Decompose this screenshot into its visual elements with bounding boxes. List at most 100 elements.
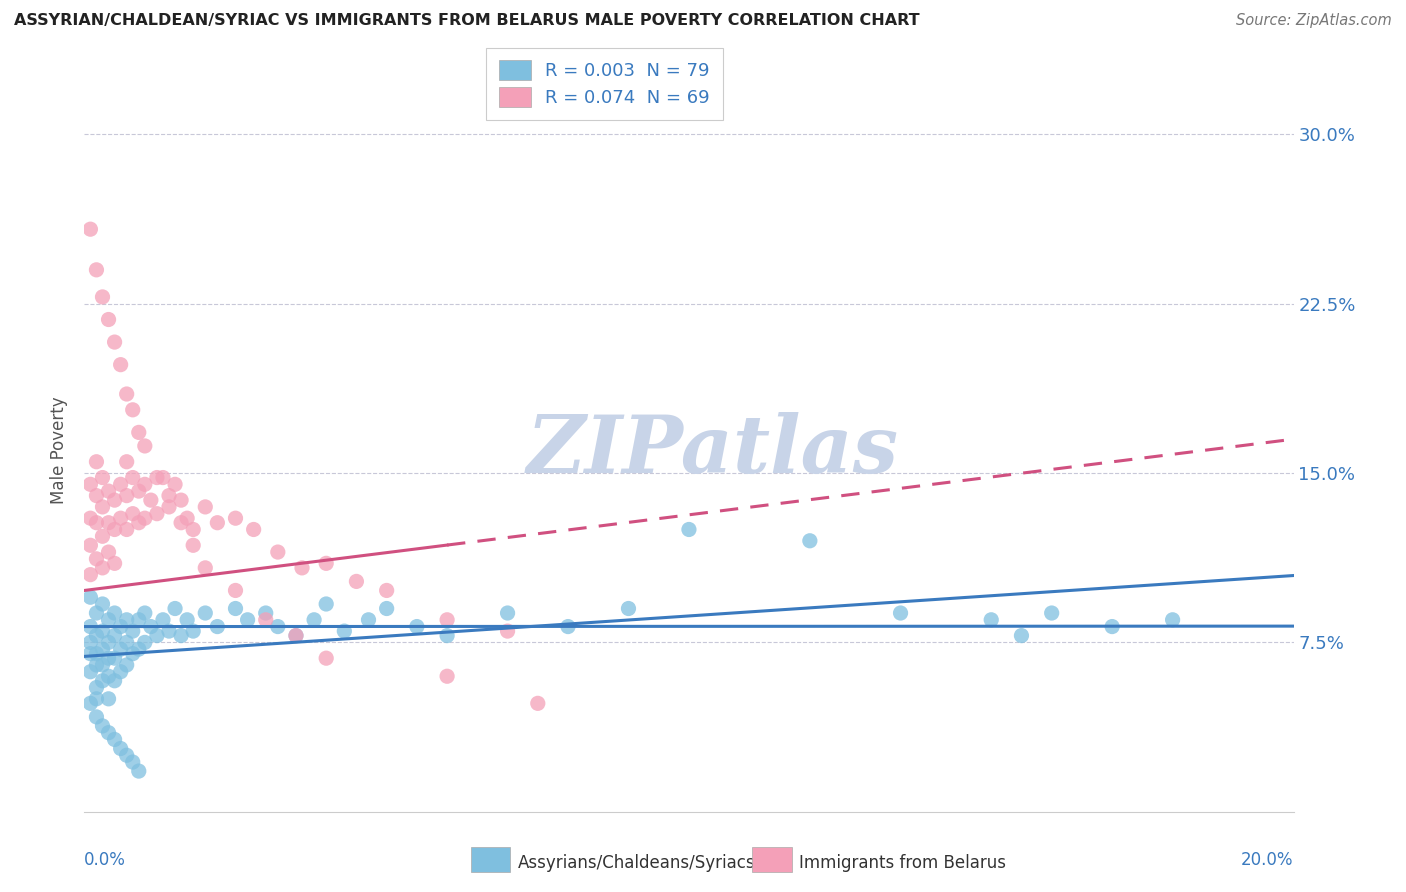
Point (86, 629, 108, 643)
Point (97, 725, 120, 739)
Point (121, 755, 143, 769)
Point (91, 529, 114, 543)
Point (1101, 619, 1123, 633)
Point (79, 511, 101, 525)
Point (980, 613, 1002, 627)
Point (346, 574, 368, 589)
Point (86, 606, 108, 620)
Point (157, 489, 180, 503)
Point (496, 624, 519, 639)
Text: Source: ZipAtlas.com: Source: ZipAtlas.com (1236, 13, 1392, 29)
Point (678, 523, 700, 537)
Point (115, 489, 138, 503)
Point (152, 613, 174, 627)
Point (236, 613, 259, 627)
Point (1011, 629, 1033, 643)
Point (254, 613, 277, 627)
Point (86, 455, 108, 469)
Point (86, 657, 108, 672)
Point (436, 629, 458, 643)
Point (165, 601, 187, 615)
Point (104, 651, 127, 665)
Point (315, 597, 337, 611)
Point (104, 493, 127, 508)
Point (110, 642, 132, 657)
Point (115, 748, 138, 763)
Point (97, 613, 120, 627)
Text: ASSYRIAN/CHALDEAN/SYRIAC VS IMMIGRANTS FROM BELARUS MALE POVERTY CORRELATION CHA: ASSYRIAN/CHALDEAN/SYRIAC VS IMMIGRANTS F… (14, 13, 920, 29)
Point (225, 601, 247, 615)
Point (104, 629, 127, 643)
Point (115, 635, 138, 649)
Point (436, 669, 458, 683)
Point (496, 606, 519, 620)
Point (86, 489, 108, 503)
Point (291, 561, 314, 575)
Point (91, 673, 114, 688)
Point (79, 477, 101, 491)
Point (121, 507, 143, 521)
Point (104, 606, 127, 620)
Point (134, 511, 156, 525)
Point (128, 764, 150, 778)
Text: Immigrants from Belarus: Immigrants from Belarus (799, 854, 1005, 871)
Point (557, 619, 579, 633)
Point (242, 523, 264, 537)
Point (104, 557, 127, 571)
Point (181, 538, 204, 552)
Point (134, 606, 156, 620)
Point (86, 551, 108, 566)
Point (110, 741, 132, 756)
Point (181, 624, 204, 639)
Text: 0.0%: 0.0% (84, 852, 127, 870)
Point (104, 732, 127, 747)
Text: Assyrians/Chaldeans/Syriacs: Assyrians/Chaldeans/Syriacs (517, 854, 755, 871)
Point (104, 523, 127, 537)
Point (79, 567, 101, 582)
Point (91, 624, 114, 639)
Point (128, 425, 150, 440)
Point (890, 606, 912, 620)
Point (165, 477, 187, 491)
Point (225, 511, 247, 525)
Point (617, 601, 640, 615)
Point (799, 533, 821, 548)
Point (121, 470, 143, 484)
Point (79, 665, 101, 679)
Point (86, 262, 108, 277)
Point (152, 470, 174, 484)
Point (176, 511, 198, 525)
Point (436, 613, 458, 627)
Point (91, 470, 114, 484)
Point (79, 538, 101, 552)
Point (527, 696, 550, 710)
Point (170, 493, 193, 508)
Point (134, 635, 156, 649)
Point (157, 500, 180, 514)
Point (110, 477, 132, 491)
Point (285, 629, 308, 643)
Point (375, 601, 398, 615)
Point (406, 619, 429, 633)
Point (176, 613, 198, 627)
Point (97, 545, 120, 559)
Point (333, 624, 356, 639)
Y-axis label: Male Poverty: Male Poverty (51, 397, 69, 504)
Point (97, 312, 120, 326)
Point (375, 583, 398, 598)
Point (128, 642, 150, 657)
Point (115, 387, 138, 401)
Point (146, 470, 169, 484)
Point (128, 613, 150, 627)
Point (79, 647, 101, 661)
Point (115, 523, 138, 537)
Point (128, 516, 150, 530)
Point (91, 500, 114, 514)
Point (104, 334, 127, 349)
Point (170, 516, 193, 530)
Point (225, 583, 247, 598)
Point (1040, 606, 1063, 620)
Point (121, 624, 143, 639)
Point (97, 516, 120, 530)
Point (110, 619, 132, 633)
